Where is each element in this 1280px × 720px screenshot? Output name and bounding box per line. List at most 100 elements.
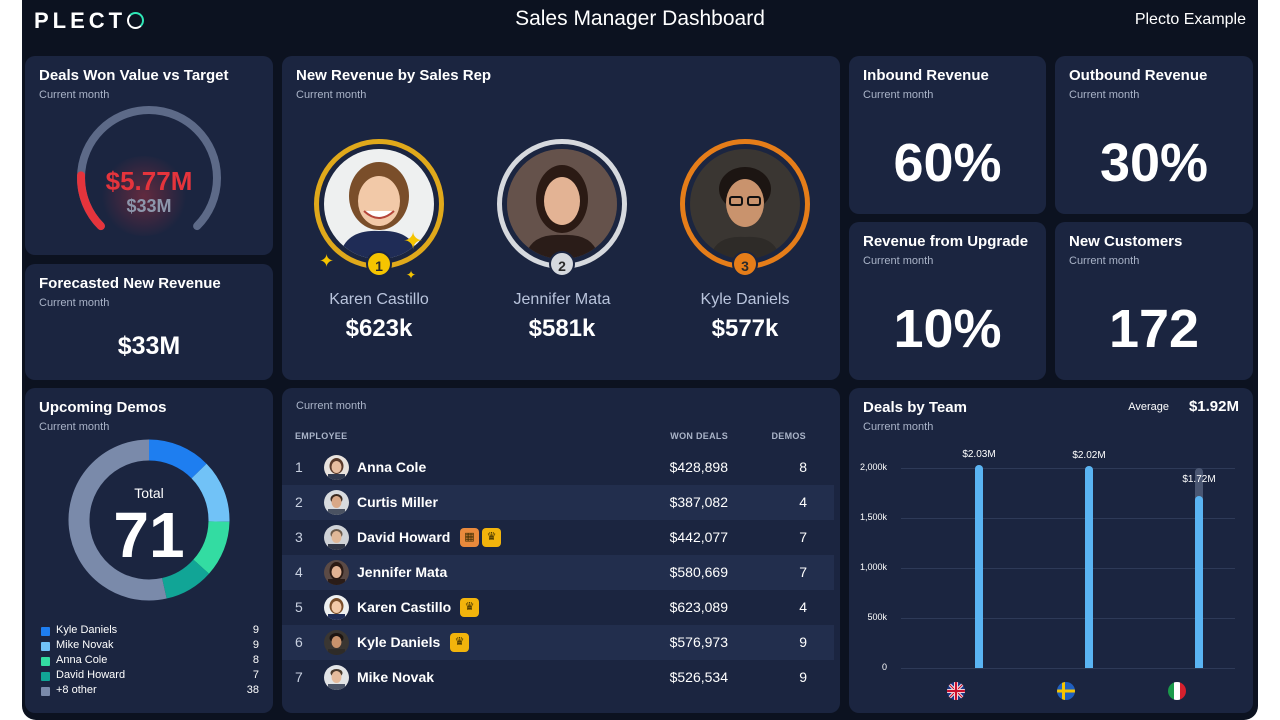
deals-won-card[interactable]: Deals Won Value vs Target Current month …	[25, 56, 273, 255]
deals-by-team-card[interactable]: Deals by Team Current month Average $1.9…	[849, 388, 1253, 713]
card-subtitle: Current month	[863, 255, 934, 267]
row-rank: 4	[295, 564, 303, 580]
card-subtitle: Current month	[1069, 255, 1140, 267]
avatar	[324, 665, 349, 690]
dashboard-frame: PLECT Sales Manager Dashboard Plecto Exa…	[22, 0, 1258, 720]
row-demos: 9	[799, 669, 807, 685]
forecast-card[interactable]: Forecasted New Revenue Current month $33…	[25, 264, 273, 380]
card-subtitle: Current month	[863, 89, 934, 101]
col-header-demos: DEMOS	[771, 431, 806, 441]
outbound-revenue-card[interactable]: Outbound Revenue Current month 30%	[1055, 56, 1253, 214]
rep-ring	[314, 139, 444, 269]
sweden-flag-icon	[1057, 682, 1075, 700]
card-subtitle: Current month	[39, 89, 110, 101]
card-title: Deals by Team	[863, 399, 967, 416]
table-row[interactable]: 4 Jennifer Mata $580,669 7	[282, 555, 834, 590]
card-title: Inbound Revenue	[863, 67, 989, 84]
podium-rep-1[interactable]: ✦ ✦ ✦ 1 Karen Castillo $623k	[289, 139, 469, 349]
gauge-glow	[99, 156, 189, 236]
podium-rep-2[interactable]: 2 Jennifer Mata $581k	[472, 139, 652, 349]
y-tick-label: 1,500k	[859, 512, 887, 522]
donut-slice-2	[193, 520, 230, 574]
row-name: Curtis Miller	[357, 494, 438, 510]
legend-value: 7	[252, 669, 259, 681]
row-demos: 9	[799, 634, 807, 650]
donut-slice-4	[68, 439, 167, 601]
card-title: New Customers	[1069, 233, 1183, 250]
row-won-deals: $526,534	[669, 669, 728, 685]
plecto-logo: PLECT	[34, 8, 145, 34]
avatar	[324, 455, 349, 480]
row-won-deals: $580,669	[669, 564, 728, 580]
card-subtitle: Current month	[296, 400, 367, 412]
leaderboard-card[interactable]: Current month EMPLOYEE WON DEALS DEMOS 1…	[282, 388, 840, 713]
row-name: Karen Castillo	[357, 599, 452, 615]
legend-item: David Howard 7	[41, 669, 259, 684]
col-header-won-deals: WON DEALS	[670, 431, 728, 441]
rep-value: $623k	[345, 315, 413, 342]
legend-swatch	[41, 642, 50, 651]
new-customers-card[interactable]: New Customers Current month 172	[1055, 222, 1253, 380]
rep-ring	[680, 139, 810, 269]
row-demos: 7	[799, 564, 807, 580]
kpi-value: 60%	[893, 133, 1002, 193]
sparkle-icon: ✦	[406, 268, 417, 282]
bar-2[interactable]	[1195, 496, 1203, 668]
row-name: Kyle Daniels	[357, 634, 441, 650]
card-subtitle: Current month	[39, 421, 110, 433]
table-row[interactable]: 1 Anna Cole $428,898 8	[282, 450, 834, 485]
trophy-badge-icon: ♛	[450, 633, 469, 652]
trophy-badge-icon: ♛	[482, 528, 501, 547]
card-title: Deals Won Value vs Target	[39, 67, 229, 84]
table-row[interactable]: 5 Karen Castillo ♛ $623,089 4	[282, 590, 834, 625]
row-won-deals: $623,089	[669, 599, 728, 615]
upgrade-revenue-card[interactable]: Revenue from Upgrade Current month 10%	[849, 222, 1046, 380]
calendar-badge-icon: ▦	[460, 528, 479, 547]
legend-item: Kyle Daniels 9	[41, 624, 259, 639]
col-header-employee: EMPLOYEE	[295, 431, 348, 441]
donut-total-value: 71	[113, 499, 185, 571]
table-row[interactable]: 3 David Howard ▦ ♛ $442,077 7	[282, 520, 834, 555]
legend-swatch	[41, 672, 50, 681]
legend-item: +8 other 38	[41, 684, 259, 699]
row-name: Jennifer Mata	[357, 564, 448, 580]
legend-value: 8	[252, 654, 259, 666]
row-name: Mike Novak	[357, 669, 435, 685]
logo-text: PLECT	[34, 8, 127, 33]
page-title: Sales Manager Dashboard	[515, 7, 765, 30]
legend-item: Mike Novak 9	[41, 639, 259, 654]
inbound-revenue-card[interactable]: Inbound Revenue Current month 60%	[849, 56, 1046, 214]
bar-1[interactable]	[1085, 466, 1093, 668]
row-rank: 3	[295, 529, 303, 545]
uk-flag-icon	[947, 682, 965, 700]
rank-badge: 3	[732, 251, 758, 277]
legend-name: David Howard	[56, 669, 126, 681]
deals-won-target: $33M	[126, 196, 172, 216]
avatar	[324, 490, 349, 515]
row-name: Anna Cole	[357, 459, 427, 475]
gauge-chart	[77, 106, 221, 231]
table-row[interactable]: 2 Curtis Miller $387,082 4	[282, 485, 834, 520]
upcoming-demos-card[interactable]: Upcoming Demos Current month Total 71 Ky…	[25, 388, 273, 713]
legend-swatch	[41, 687, 50, 696]
table-row[interactable]: 7 Mike Novak $526,534 9	[282, 660, 834, 695]
kpi-value: 30%	[1099, 133, 1209, 193]
table-row[interactable]: 6 Kyle Daniels ♛ $576,973 9	[282, 625, 834, 660]
average-label: Average	[1128, 401, 1169, 413]
revenue-by-rep-card[interactable]: New Revenue by Sales Rep Current month ✦…	[282, 56, 840, 380]
gridline	[901, 668, 1235, 669]
row-rank: 1	[295, 459, 303, 475]
gridline	[901, 618, 1235, 619]
row-won-deals: $428,898	[669, 459, 728, 475]
rep-name: Kyle Daniels	[700, 291, 790, 308]
bar-0[interactable]	[975, 465, 983, 668]
podium-rep-3[interactable]: 3 Kyle Daniels $577k	[655, 139, 835, 349]
card-subtitle: Current month	[863, 421, 934, 433]
legend-swatch	[41, 657, 50, 666]
rep-value: $581k	[528, 315, 596, 342]
bar-data-label: $2.03M	[962, 449, 996, 460]
gridline	[901, 568, 1235, 569]
sparkle-icon: ✦	[319, 251, 335, 271]
forecast-value: $33M	[117, 332, 181, 360]
gridline	[901, 518, 1235, 519]
